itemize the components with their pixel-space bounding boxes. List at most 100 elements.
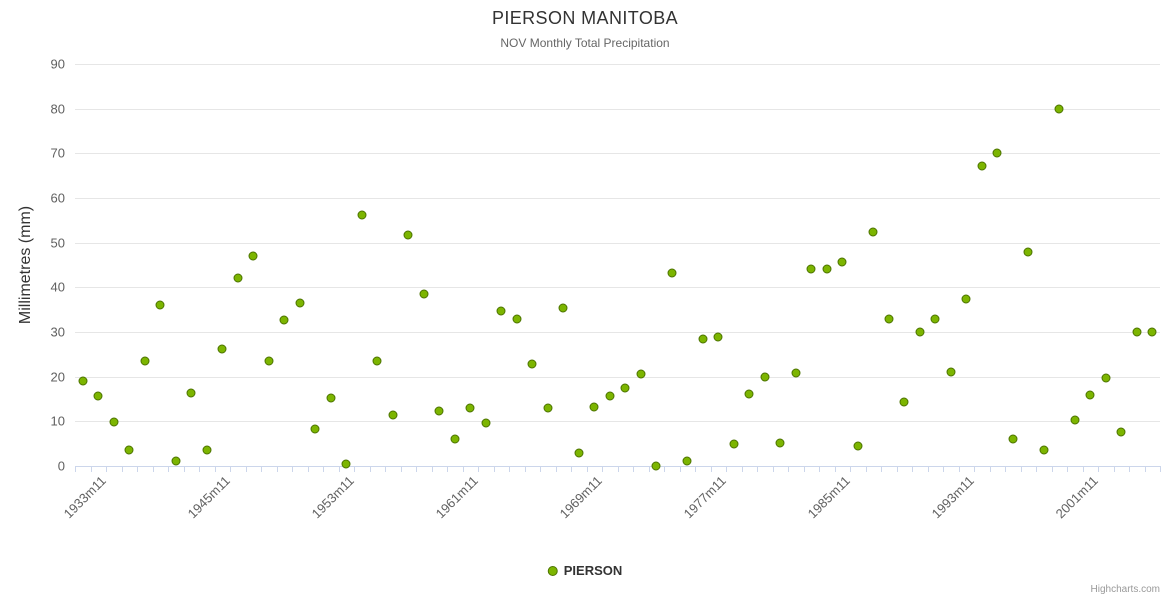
data-point[interactable] (853, 441, 863, 451)
data-point[interactable] (372, 356, 382, 366)
x-axis-tick (540, 466, 541, 472)
data-point[interactable] (1070, 415, 1080, 425)
data-point[interactable] (806, 264, 816, 274)
data-point[interactable] (388, 410, 398, 420)
data-point[interactable] (620, 383, 630, 393)
data-point[interactable] (434, 406, 444, 416)
data-point[interactable] (527, 359, 537, 369)
data-point[interactable] (140, 356, 150, 366)
data-point[interactable] (977, 161, 987, 171)
x-axis-tick (1067, 466, 1068, 472)
data-point[interactable] (341, 459, 351, 469)
data-point[interactable] (93, 391, 103, 401)
x-axis-tick (943, 466, 944, 472)
data-point[interactable] (217, 344, 227, 354)
data-point[interactable] (78, 376, 88, 386)
data-point[interactable] (1132, 327, 1142, 337)
data-point[interactable] (791, 368, 801, 378)
x-axis-tick (1098, 466, 1099, 472)
data-point[interactable] (326, 393, 336, 403)
data-point[interactable] (574, 448, 584, 458)
data-point[interactable] (822, 264, 832, 274)
data-point[interactable] (264, 356, 274, 366)
highcharts-credit-link[interactable]: Highcharts.com (1090, 584, 1160, 595)
x-axis-tick (896, 466, 898, 472)
x-axis-tick (416, 466, 417, 472)
data-point[interactable] (202, 445, 212, 455)
data-point[interactable] (124, 445, 134, 455)
data-point[interactable] (1054, 104, 1064, 114)
data-point[interactable] (248, 251, 258, 261)
data-point[interactable] (744, 389, 754, 399)
y-axis-tick-label: 60 (50, 190, 65, 206)
data-point[interactable] (481, 418, 491, 428)
x-axis-tick (90, 466, 92, 472)
data-point[interactable] (1039, 445, 1049, 455)
data-point[interactable] (1147, 327, 1157, 337)
data-point[interactable] (636, 369, 646, 379)
data-point[interactable] (868, 227, 878, 237)
y-axis-title: Millimetres (mm) (17, 205, 34, 325)
x-axis-tick (292, 466, 293, 472)
data-point[interactable] (760, 372, 770, 382)
data-point[interactable] (357, 210, 367, 220)
x-axis-tick (199, 466, 200, 472)
data-point[interactable] (295, 298, 305, 308)
x-axis-tick (106, 466, 107, 472)
y-axis-tick-label: 50 (50, 235, 65, 251)
data-point[interactable] (589, 402, 599, 412)
data-point[interactable] (961, 294, 971, 303)
data-point[interactable] (1008, 434, 1018, 444)
data-point[interactable] (310, 424, 320, 434)
data-point[interactable] (915, 327, 925, 337)
data-point[interactable] (837, 257, 847, 267)
data-point[interactable] (465, 403, 475, 413)
data-point[interactable] (233, 273, 243, 282)
y-gridline (75, 421, 1160, 423)
data-point[interactable] (1101, 373, 1111, 383)
data-point[interactable] (775, 438, 785, 448)
data-point[interactable] (558, 303, 568, 313)
x-axis-tick (881, 466, 882, 472)
x-axis-tick (865, 466, 867, 472)
data-point[interactable] (171, 456, 181, 466)
x-axis-tick (974, 466, 975, 472)
data-point[interactable] (155, 300, 165, 310)
data-point[interactable] (729, 439, 739, 449)
data-point[interactable] (930, 314, 940, 324)
y-axis-tick-label: 20 (50, 369, 65, 385)
data-point[interactable] (403, 230, 413, 240)
x-axis-tick (168, 466, 169, 472)
data-point[interactable] (605, 391, 615, 401)
x-axis-tick (834, 466, 836, 472)
x-axis-tick (478, 466, 479, 472)
data-point[interactable] (186, 388, 196, 398)
x-axis-tick (633, 466, 634, 472)
data-point[interactable] (543, 403, 553, 413)
data-point[interactable] (946, 367, 956, 377)
data-point[interactable] (1023, 247, 1033, 257)
data-point[interactable] (992, 148, 1002, 158)
data-point[interactable] (682, 456, 692, 466)
data-point[interactable] (450, 434, 460, 444)
data-point[interactable] (1116, 427, 1126, 437)
data-point[interactable] (109, 417, 119, 427)
data-point[interactable] (496, 306, 506, 316)
data-point[interactable] (667, 268, 677, 278)
x-axis-tick (323, 466, 324, 472)
y-axis-tick-label: 80 (50, 101, 65, 117)
data-point[interactable] (884, 314, 894, 324)
data-point[interactable] (279, 315, 289, 325)
data-point[interactable] (713, 332, 723, 342)
data-point[interactable] (1085, 390, 1095, 400)
data-point[interactable] (899, 397, 909, 407)
x-axis-tick (664, 466, 665, 472)
x-axis-tick (586, 466, 588, 472)
x-axis-tick (1051, 466, 1053, 472)
data-point[interactable] (512, 314, 522, 324)
data-point[interactable] (698, 334, 708, 344)
data-point[interactable] (651, 461, 661, 471)
legend-item-pierson[interactable]: PIERSON (547, 563, 622, 578)
data-point[interactable] (419, 289, 429, 299)
y-gridline (75, 332, 1160, 333)
